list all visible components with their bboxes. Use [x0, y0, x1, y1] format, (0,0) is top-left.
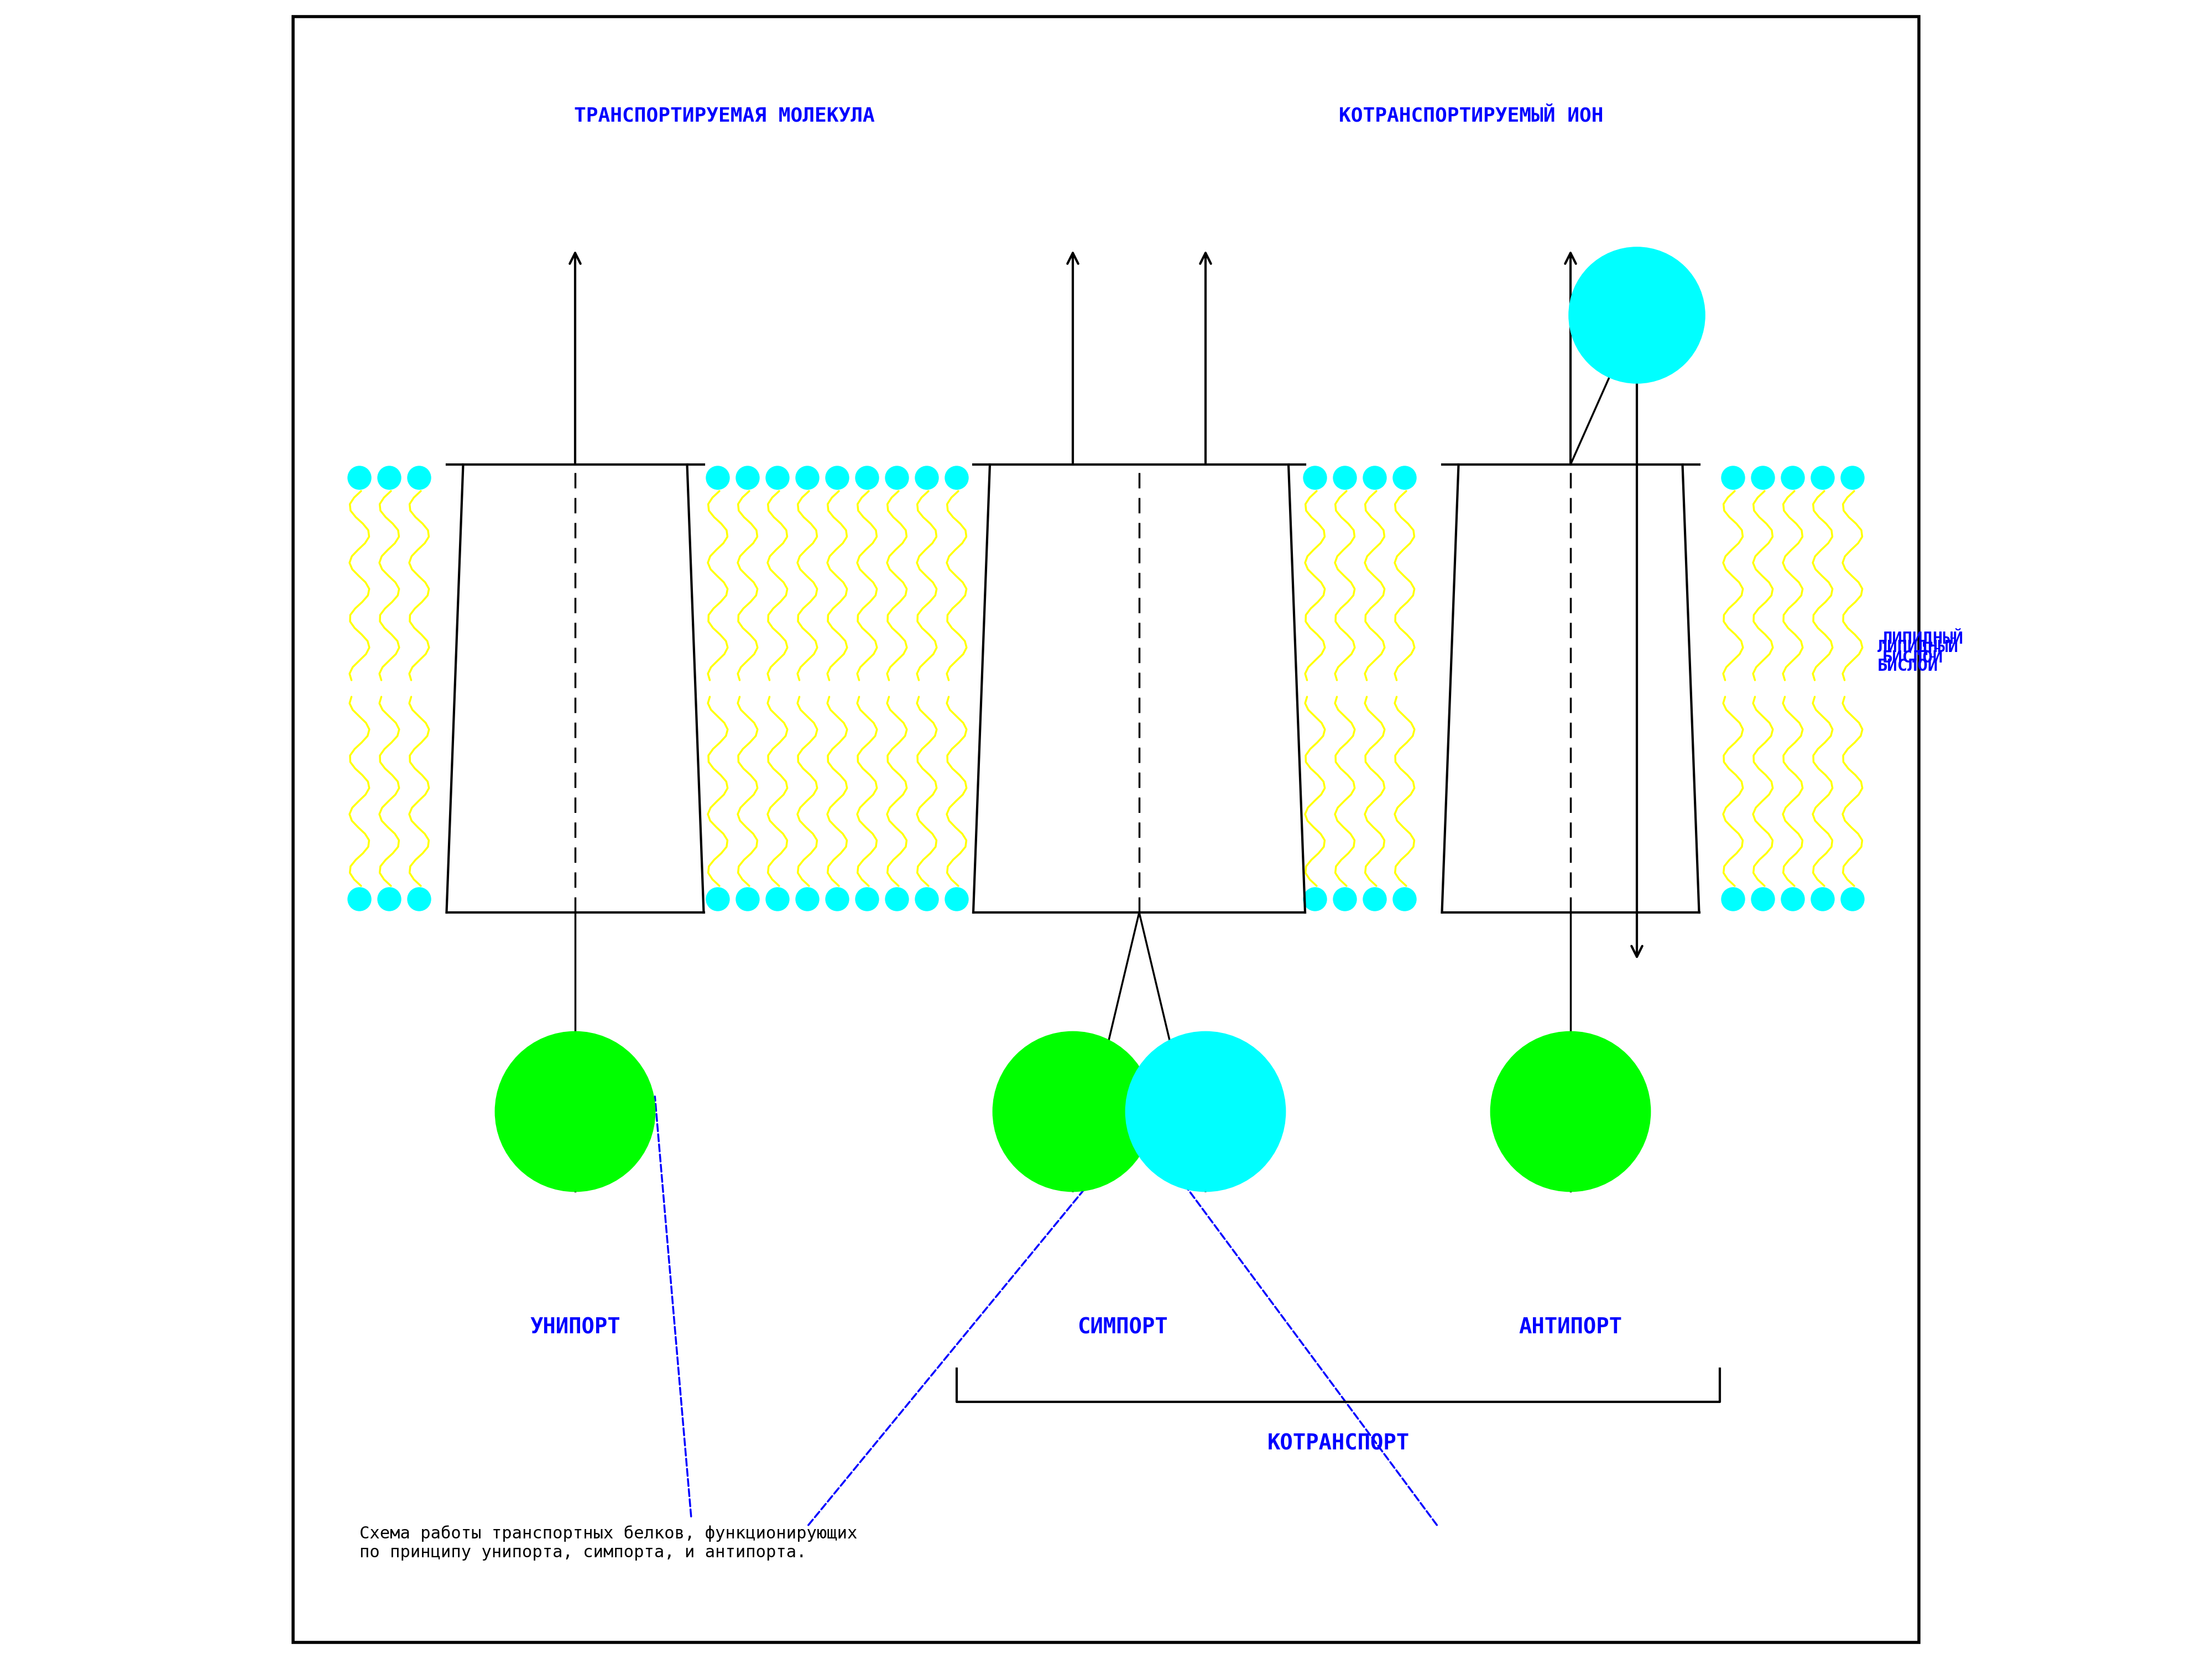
- Circle shape: [1812, 466, 1834, 489]
- Circle shape: [856, 888, 878, 911]
- Circle shape: [885, 466, 909, 489]
- Text: Схема работы транспортных белков, функционирующих
по принципу унипорта, симпорта: Схема работы транспортных белков, функци…: [358, 1525, 858, 1561]
- Circle shape: [706, 466, 730, 489]
- Circle shape: [1840, 466, 1865, 489]
- Circle shape: [796, 888, 818, 911]
- Circle shape: [825, 888, 849, 911]
- Circle shape: [856, 466, 878, 489]
- Circle shape: [378, 466, 400, 489]
- Circle shape: [916, 466, 938, 489]
- Circle shape: [945, 888, 969, 911]
- Text: КОТРАНСПОРТ: КОТРАНСПОРТ: [1267, 1433, 1409, 1453]
- Circle shape: [993, 1032, 1152, 1191]
- Text: КОТРАНСПОРТИРУЕМЫЙ ИОН: КОТРАНСПОРТИРУЕМЫЙ ИОН: [1338, 106, 1604, 126]
- Circle shape: [945, 466, 969, 489]
- Circle shape: [407, 466, 431, 489]
- Text: СИМПОРТ: СИМПОРТ: [1077, 1317, 1168, 1337]
- Circle shape: [378, 888, 400, 911]
- Circle shape: [1721, 888, 1745, 911]
- Circle shape: [495, 1032, 655, 1191]
- Circle shape: [1781, 888, 1805, 911]
- Circle shape: [1303, 888, 1327, 911]
- Circle shape: [1752, 466, 1774, 489]
- Circle shape: [1303, 466, 1327, 489]
- Circle shape: [916, 888, 938, 911]
- Circle shape: [407, 888, 431, 911]
- Circle shape: [765, 466, 790, 489]
- Circle shape: [347, 888, 372, 911]
- Text: ЛИПИДНЫЙ
БИСЛОЙ: ЛИПИДНЫЙ БИСЛОЙ: [1878, 637, 1960, 674]
- Circle shape: [1126, 1032, 1285, 1191]
- Circle shape: [1840, 888, 1865, 911]
- Circle shape: [796, 466, 818, 489]
- Circle shape: [1363, 888, 1387, 911]
- Text: УНИПОРТ: УНИПОРТ: [531, 1317, 619, 1337]
- Circle shape: [825, 466, 849, 489]
- Circle shape: [706, 888, 730, 911]
- Text: АНТИПОРТ: АНТИПОРТ: [1520, 1317, 1621, 1337]
- Text: ТРАНСПОРТИРУЕМАЯ МОЛЕКУЛА: ТРАНСПОРТИРУЕМАЯ МОЛЕКУЛА: [575, 106, 874, 126]
- Circle shape: [1568, 247, 1705, 383]
- Circle shape: [737, 888, 759, 911]
- Circle shape: [1363, 466, 1387, 489]
- Circle shape: [1334, 888, 1356, 911]
- Text: ЛИПИДНЫЙ
БИСЛОЙ: ЛИПИДНЫЙ БИСЛОЙ: [1882, 629, 1964, 665]
- Circle shape: [1491, 1032, 1650, 1191]
- Circle shape: [347, 466, 372, 489]
- FancyBboxPatch shape: [292, 17, 1920, 1642]
- Circle shape: [885, 888, 909, 911]
- Circle shape: [1812, 888, 1834, 911]
- Circle shape: [1334, 466, 1356, 489]
- Circle shape: [1721, 466, 1745, 489]
- Circle shape: [737, 466, 759, 489]
- Circle shape: [1394, 466, 1416, 489]
- Circle shape: [1781, 466, 1805, 489]
- Circle shape: [765, 888, 790, 911]
- Circle shape: [1752, 888, 1774, 911]
- Circle shape: [1394, 888, 1416, 911]
